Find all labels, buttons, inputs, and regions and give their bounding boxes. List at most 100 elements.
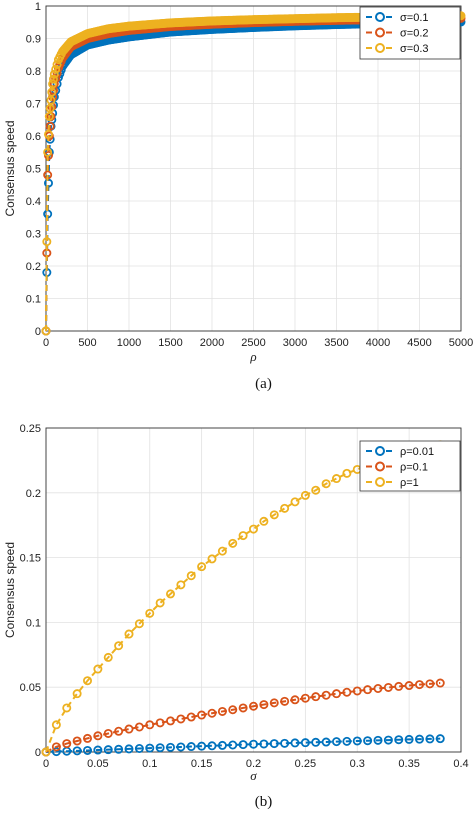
chart-b-data-point bbox=[93, 664, 103, 674]
chart-b-data-point bbox=[62, 739, 72, 749]
chart-a-y-tick-label: 0.4 bbox=[26, 196, 41, 208]
chart-a-data-point bbox=[44, 112, 54, 122]
chart-b-data-point bbox=[197, 710, 207, 720]
chart-b-x-tick-label: 0.1 bbox=[142, 758, 157, 770]
chart-b-data-point bbox=[238, 740, 248, 750]
chart-a-data-point bbox=[43, 147, 53, 157]
chart-b-data-point bbox=[228, 705, 238, 715]
chart-b-data-point bbox=[124, 744, 134, 754]
chart-a-axes-box bbox=[45, 5, 462, 332]
chart-b-data-point bbox=[269, 510, 279, 520]
chart-a-y-axis-title: Consensus speed bbox=[3, 120, 17, 216]
chart-b-caption: (b) bbox=[255, 794, 273, 810]
chart-b-data-point bbox=[83, 745, 93, 755]
chart-b-data-point bbox=[228, 538, 238, 548]
chart-a-y-tick-label: 0.7 bbox=[26, 99, 41, 111]
chart-b-data-point bbox=[72, 689, 82, 699]
chart-b-data-point bbox=[217, 546, 227, 556]
chart-b-data-point bbox=[83, 733, 93, 743]
chart-a-data-point bbox=[49, 69, 59, 79]
chart-b-data-point bbox=[300, 490, 310, 500]
chart-b-legend-marker bbox=[375, 461, 385, 472]
chart-b-data-point bbox=[342, 468, 352, 478]
chart-b-data-point bbox=[186, 571, 196, 581]
chart-b-data-point bbox=[321, 737, 331, 747]
chart-b-data-point bbox=[280, 696, 290, 706]
chart-b-data-point bbox=[342, 736, 352, 746]
chart-a-data-point bbox=[52, 60, 62, 70]
chart-a-y-tick-label: 0.9 bbox=[26, 34, 41, 46]
chart-b-data-point bbox=[145, 608, 155, 618]
chart-b-data-point bbox=[83, 676, 93, 686]
chart-b-data-point bbox=[383, 682, 393, 692]
chart-b-data-point bbox=[269, 698, 279, 708]
chart-a-x-tick-label: 2000 bbox=[200, 337, 224, 349]
chart-a-y-tick-label: 1 bbox=[35, 1, 41, 13]
chart-a-data-point bbox=[48, 74, 58, 84]
chart-a-x-tick-label: 3000 bbox=[283, 337, 307, 349]
chart-b-data-point bbox=[51, 742, 61, 752]
chart-b-data-point bbox=[259, 700, 269, 710]
chart-b-data-point bbox=[331, 474, 341, 484]
chart-b-data-point bbox=[51, 747, 61, 757]
chart-b-data-point bbox=[134, 619, 144, 629]
chart-b-data-point bbox=[114, 744, 124, 754]
chart-b-x-tick-label: 0.2 bbox=[246, 758, 261, 770]
chart-a-x-tick-label: 1500 bbox=[158, 337, 182, 349]
chart-b-data-point bbox=[72, 746, 82, 756]
chart-b-data-point bbox=[373, 684, 383, 694]
chart-b-data-point bbox=[165, 742, 175, 752]
chart-b-data-point bbox=[124, 724, 134, 734]
chart-a-data-point bbox=[47, 87, 57, 97]
chart-b-data-point bbox=[62, 703, 72, 713]
chart-b-data-point bbox=[248, 739, 258, 749]
chart-b-legend-marker bbox=[375, 446, 385, 456]
chart-a-legend-marker bbox=[375, 43, 385, 53]
chart-b-axes-box bbox=[45, 427, 462, 753]
chart-b-y-tick-label: 0 bbox=[35, 747, 41, 759]
chart-a-data-point bbox=[45, 121, 55, 131]
chart-a-x-tick-label: 500 bbox=[78, 337, 96, 349]
chart-b-data-point bbox=[373, 735, 383, 745]
chart-a-x-tick-label: 1000 bbox=[117, 337, 141, 349]
chart-b-y-tick-label: 0.2 bbox=[26, 488, 41, 500]
chart-b-data-point bbox=[363, 685, 373, 695]
chart-a-y-tick-label: 0.5 bbox=[26, 164, 41, 176]
chart-b-y-tick-label: 0.1 bbox=[26, 617, 41, 629]
chart-b-data-point bbox=[290, 695, 300, 705]
chart-b-data-point bbox=[280, 738, 290, 748]
chart-b-data-point bbox=[321, 690, 331, 700]
chart-b-data-point bbox=[103, 652, 113, 662]
chart-a-x-tick-label: 2500 bbox=[241, 337, 265, 349]
chart-b-data-point bbox=[331, 689, 341, 699]
chart-b-data-point bbox=[394, 681, 404, 691]
chart-b-data-point bbox=[331, 737, 341, 747]
chart-b-data-point bbox=[383, 735, 393, 745]
chart-b-data-point bbox=[103, 745, 113, 755]
chart-a-y-tick-label: 0.8 bbox=[26, 66, 41, 78]
chart-b-data-point bbox=[114, 641, 124, 651]
chart-b-x-axis-title: σ bbox=[250, 768, 257, 783]
chart-b-y-axis-title: Consensus speed bbox=[3, 542, 17, 638]
chart-b-data-point bbox=[290, 497, 300, 507]
chart-b-data-point bbox=[404, 734, 414, 744]
chart-b-data-point bbox=[269, 739, 279, 749]
chart-b-data-point bbox=[259, 516, 269, 526]
chart-b-data-point bbox=[280, 503, 290, 513]
chart-b-data-point bbox=[342, 687, 352, 697]
chart-a-x-tick-label: 4000 bbox=[366, 337, 390, 349]
chart-a-data-point bbox=[41, 326, 51, 336]
chart-b-data-point bbox=[207, 554, 217, 564]
chart-b-legend-label: ρ=0.1 bbox=[400, 462, 428, 474]
chart-b-data-point bbox=[248, 524, 258, 534]
chart-b-data-point bbox=[321, 479, 331, 489]
chart-b-data-point bbox=[197, 562, 207, 572]
chart-b-data-point bbox=[165, 589, 175, 599]
chart-b-data-point bbox=[176, 742, 186, 752]
chart-b-data-point bbox=[435, 678, 445, 688]
chart-b-x-tick-label: 0.05 bbox=[87, 758, 108, 770]
chart-b-data-point bbox=[363, 736, 373, 746]
chart-b-data-point bbox=[238, 531, 248, 541]
chart-b-data-point bbox=[217, 706, 227, 716]
